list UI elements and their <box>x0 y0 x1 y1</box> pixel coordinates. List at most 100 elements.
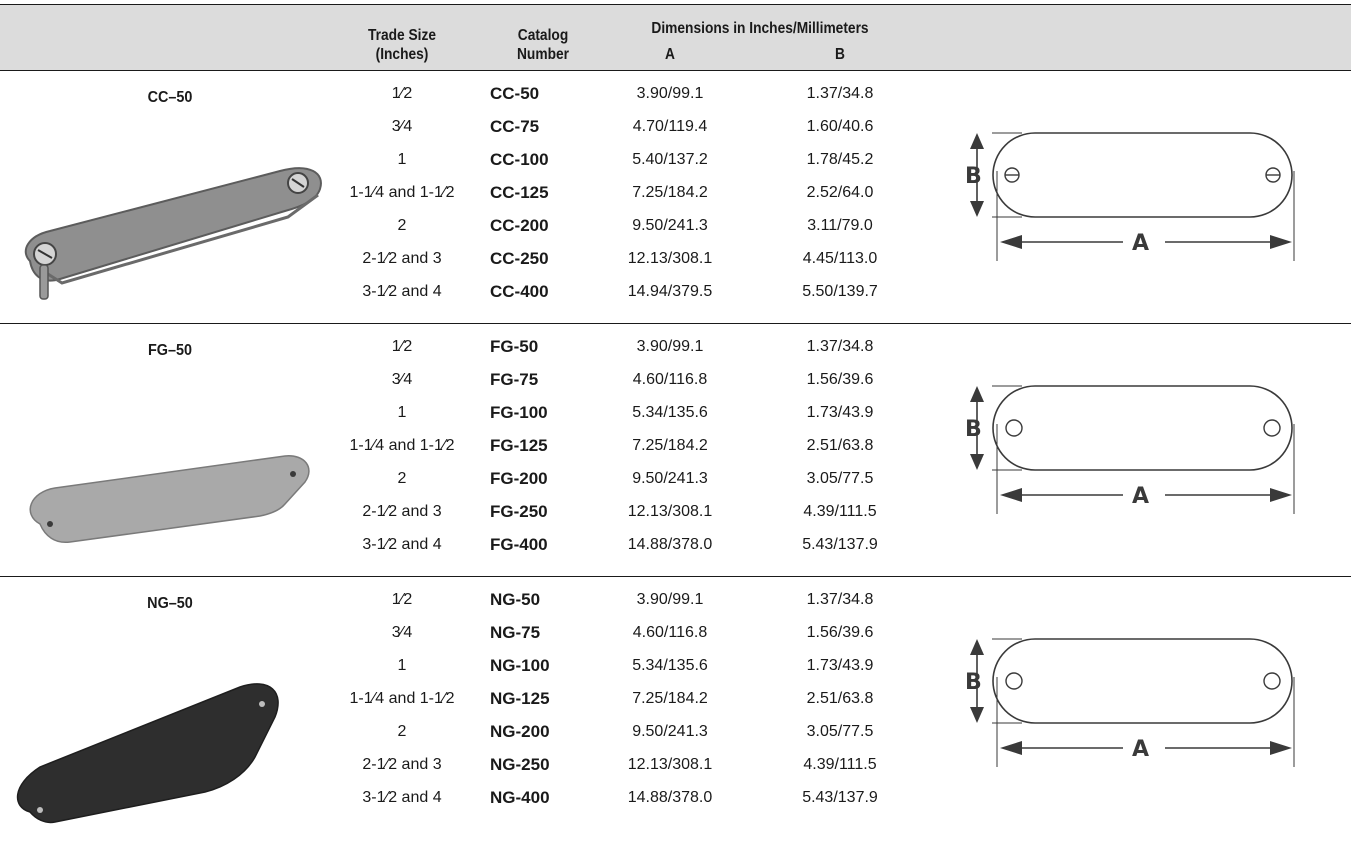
trade-size-cell: 3-1⁄2 and 4 <box>362 789 442 806</box>
dimension-b-cell: 2.51/63.8 <box>806 690 874 707</box>
dimension-a-cell: 3.90/99.1 <box>636 338 704 355</box>
catalog-number-cell: NG-75 <box>490 623 541 642</box>
arrow-right-icon <box>1270 741 1292 755</box>
dimension-a-cell: 5.34/135.6 <box>632 657 708 674</box>
trade-size-cell: 3-1⁄2 and 4 <box>362 536 442 553</box>
dimension-a-label: A <box>1132 231 1149 256</box>
dimension-diagram: BA <box>965 132 1295 261</box>
dimension-b-label: B <box>965 670 982 695</box>
dimension-a-cell: 14.88/378.0 <box>627 789 713 806</box>
dimension-b-cell: 2.52/64.0 <box>806 184 874 201</box>
section-divider <box>0 576 1351 577</box>
trade-size-cell: 3⁄4 <box>391 118 413 135</box>
header-trade-size-line2: (Inches) <box>375 46 429 63</box>
trade-size-cell: 1⁄2 <box>391 85 413 102</box>
dimension-b-cell: 5.43/137.9 <box>802 536 878 553</box>
hole-icon <box>1005 419 1023 437</box>
trade-size-cell: 2 <box>397 723 407 740</box>
dimension-a-cell: 14.88/378.0 <box>627 536 713 553</box>
catalog-number-cell: FG-50 <box>490 337 539 356</box>
trade-size-cell: 3⁄4 <box>391 624 413 641</box>
dimension-b-label: B <box>965 417 982 442</box>
trade-size-cell: 1-1⁄4 and 1-1⁄2 <box>349 690 455 707</box>
trade-size-cell: 2-1⁄2 and 3 <box>362 503 442 520</box>
dimension-a-cell: 3.90/99.1 <box>636 85 704 102</box>
header-trade-size: Trade Size (Inches) <box>342 26 462 64</box>
dimension-b-cell: 3.05/77.5 <box>806 723 874 740</box>
dimension-b-cell: 4.39/111.5 <box>803 503 877 520</box>
hole-icon <box>1005 672 1023 690</box>
arrow-left-icon <box>1000 741 1022 755</box>
catalog-number-cell: FG-125 <box>490 436 548 455</box>
table-row: 1 FG-100 5.34/135.6 1.73/43.9 <box>0 396 1351 429</box>
dimension-b-cell: 5.50/139.7 <box>802 283 878 300</box>
arrow-down-icon <box>970 454 984 470</box>
trade-size-cell: 1⁄2 <box>391 338 413 355</box>
trade-size-cell: 2 <box>397 217 407 234</box>
dimension-a-cell: 14.94/379.5 <box>627 283 713 300</box>
trade-size-cell: 1 <box>397 151 407 168</box>
product-photo <box>16 683 279 824</box>
trade-size-cell: 1 <box>397 404 407 421</box>
dimension-b-cell: 1.37/34.8 <box>806 338 874 355</box>
hole-icon <box>1263 672 1281 690</box>
arrow-up-icon <box>970 133 984 149</box>
header-catalog-number: Catalog Number <box>496 26 591 64</box>
catalog-number-cell: FG-100 <box>490 403 548 422</box>
header-catalog-line2: Number <box>516 46 569 63</box>
dimension-a-cell: 7.25/184.2 <box>632 184 708 201</box>
catalog-number-cell: CC-250 <box>490 249 549 268</box>
dimension-a-cell: 4.60/116.8 <box>632 624 708 641</box>
hole-icon <box>1263 419 1281 437</box>
dimension-a-label: A <box>1132 737 1149 762</box>
table-row: 3⁄4 CC-75 4.70/119.4 1.60/40.6 <box>0 110 1351 143</box>
catalog-number-cell: FG-400 <box>490 535 548 554</box>
table-row: 1⁄2 CC-50 3.90/99.1 1.37/34.8 <box>0 77 1351 110</box>
dimension-a-cell: 12.13/308.1 <box>627 756 713 773</box>
table-row: 1 NG-100 5.34/135.6 1.73/43.9 <box>0 649 1351 682</box>
dimension-a-cell: 12.13/308.1 <box>627 503 713 520</box>
product-label: CC–50 <box>147 89 193 106</box>
product-label: NG–50 <box>147 595 193 612</box>
dimension-a-label: A <box>1132 484 1149 509</box>
dimension-a-cell: 9.50/241.3 <box>632 723 708 740</box>
product-photo <box>24 167 322 300</box>
section-divider <box>0 323 1351 324</box>
dimension-b-cell: 4.45/113.0 <box>802 250 878 267</box>
dimension-a-cell: 9.50/241.3 <box>632 217 708 234</box>
dimension-b-cell: 1.56/39.6 <box>806 371 874 388</box>
dimension-b-cell: 1.60/40.6 <box>806 118 874 135</box>
catalog-number-cell: FG-75 <box>490 370 539 389</box>
plate-outline <box>992 132 1293 218</box>
catalog-number-cell: FG-250 <box>490 502 548 521</box>
dimension-a-cell: 7.25/184.2 <box>632 437 708 454</box>
table-row: 2 NG-200 9.50/241.3 3.05/77.5 <box>0 715 1351 748</box>
trade-size-cell: 1-1⁄4 and 1-1⁄2 <box>349 184 455 201</box>
dimension-a-cell: 4.60/116.8 <box>632 371 708 388</box>
table-row: 1⁄2 NG-50 3.90/99.1 1.37/34.8 <box>0 583 1351 616</box>
top-rule <box>0 4 1351 5</box>
arrow-up-icon <box>970 639 984 655</box>
header-col-a: A <box>665 46 675 63</box>
dimension-a-cell: 5.34/135.6 <box>632 404 708 421</box>
trade-size-cell: 2 <box>397 470 407 487</box>
table-row: 3-1⁄2 and 4 FG-400 14.88/378.0 5.43/137.9 <box>0 528 1351 561</box>
catalog-number-cell: CC-400 <box>490 282 549 301</box>
catalog-number-cell: NG-400 <box>490 788 550 807</box>
dimension-b-cell: 1.78/45.2 <box>806 151 874 168</box>
dimension-b-cell: 2.51/63.8 <box>806 437 874 454</box>
catalog-number-cell: NG-250 <box>490 755 550 774</box>
dimension-a-cell: 9.50/241.3 <box>632 470 708 487</box>
table-row: 2 CC-200 9.50/241.3 3.11/79.0 <box>0 209 1351 242</box>
trade-size-cell: 2-1⁄2 and 3 <box>362 756 442 773</box>
catalog-number-cell: CC-125 <box>490 183 549 202</box>
table-row: 1-1⁄4 and 1-1⁄2 CC-125 7.25/184.2 2.52/64.0 <box>0 176 1351 209</box>
dimension-a-cell: 5.40/137.2 <box>632 151 708 168</box>
arrow-down-icon <box>970 201 984 217</box>
dimension-a-cell: 12.13/308.1 <box>627 250 713 267</box>
catalog-number-cell: CC-200 <box>490 216 549 235</box>
table-row: 1 CC-100 5.40/137.2 1.78/45.2 <box>0 143 1351 176</box>
arrow-up-icon <box>970 386 984 402</box>
catalog-number-cell: FG-200 <box>490 469 548 488</box>
trade-size-cell: 2-1⁄2 and 3 <box>362 250 442 267</box>
